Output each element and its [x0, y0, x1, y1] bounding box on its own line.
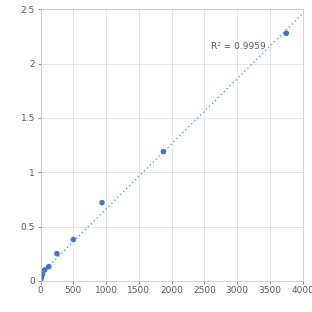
Text: R² = 0.9959: R² = 0.9959 — [211, 41, 266, 51]
Point — [54, 251, 59, 256]
Point — [71, 237, 76, 242]
Point — [38, 278, 43, 283]
Point — [39, 275, 44, 280]
Point — [100, 200, 105, 205]
Point — [284, 31, 289, 36]
Point — [42, 267, 47, 272]
Point — [161, 149, 166, 154]
Point — [46, 264, 51, 269]
Point — [40, 272, 45, 277]
